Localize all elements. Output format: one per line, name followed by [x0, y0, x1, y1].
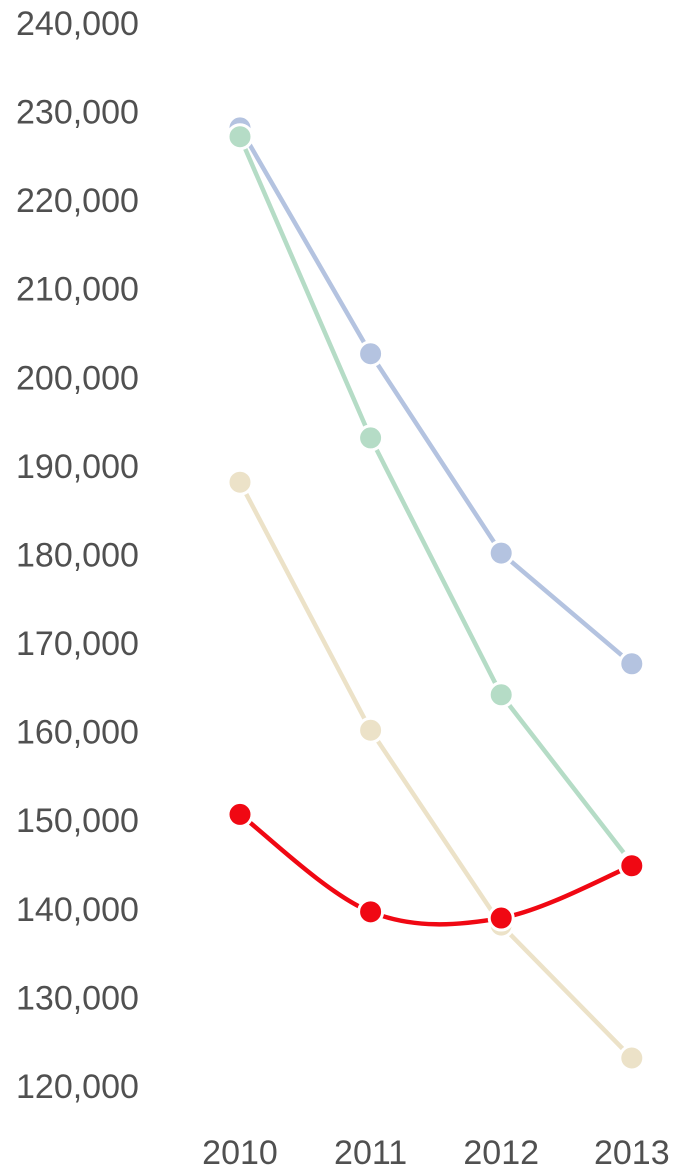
- series-line: [237, 812, 635, 927]
- x-tick-label: 2010: [202, 1134, 278, 1171]
- y-tick-label: 150,000: [16, 802, 139, 840]
- data-point: [487, 904, 515, 932]
- y-tick-label: 180,000: [16, 536, 139, 574]
- data-point: [618, 852, 646, 880]
- y-tick-label: 140,000: [16, 891, 139, 929]
- y-tick-label: 130,000: [16, 979, 139, 1017]
- data-point: [357, 340, 385, 368]
- series-2: [226, 123, 646, 877]
- data-point: [357, 898, 385, 926]
- y-tick-label: 240,000: [16, 5, 139, 43]
- series-line: [237, 125, 635, 667]
- y-tick-label: 160,000: [16, 714, 139, 752]
- series-1: [226, 114, 646, 678]
- y-axis: 240,000 230,000 220,000 210,000 200,000 190,0…: [16, 5, 139, 1106]
- series-line: [237, 479, 635, 1061]
- y-tick-label: 220,000: [16, 182, 139, 220]
- y-tick-label: 190,000: [16, 448, 139, 486]
- data-point: [357, 424, 385, 452]
- series-3: [226, 468, 646, 1072]
- y-tick-label: 210,000: [16, 271, 139, 309]
- data-point: [226, 123, 254, 151]
- data-point: [487, 681, 515, 709]
- data-point: [618, 650, 646, 678]
- data-point: [487, 539, 515, 567]
- x-tick-label: 2012: [463, 1134, 539, 1171]
- y-tick-label: 120,000: [16, 1068, 139, 1106]
- x-tick-label: 2013: [594, 1134, 670, 1171]
- y-tick-label: 200,000: [16, 359, 139, 397]
- data-point: [226, 468, 254, 496]
- series-4: [226, 800, 646, 932]
- series-line: [237, 134, 635, 866]
- data-point: [226, 800, 254, 828]
- x-tick-label: 2011: [334, 1134, 407, 1171]
- data-point: [357, 716, 385, 744]
- y-tick-label: 230,000: [16, 94, 139, 132]
- data-point: [618, 1044, 646, 1072]
- y-tick-label: 170,000: [16, 625, 139, 663]
- x-axis: 2010 2011 2012 2013: [202, 1134, 670, 1172]
- series-layer: [226, 114, 646, 1072]
